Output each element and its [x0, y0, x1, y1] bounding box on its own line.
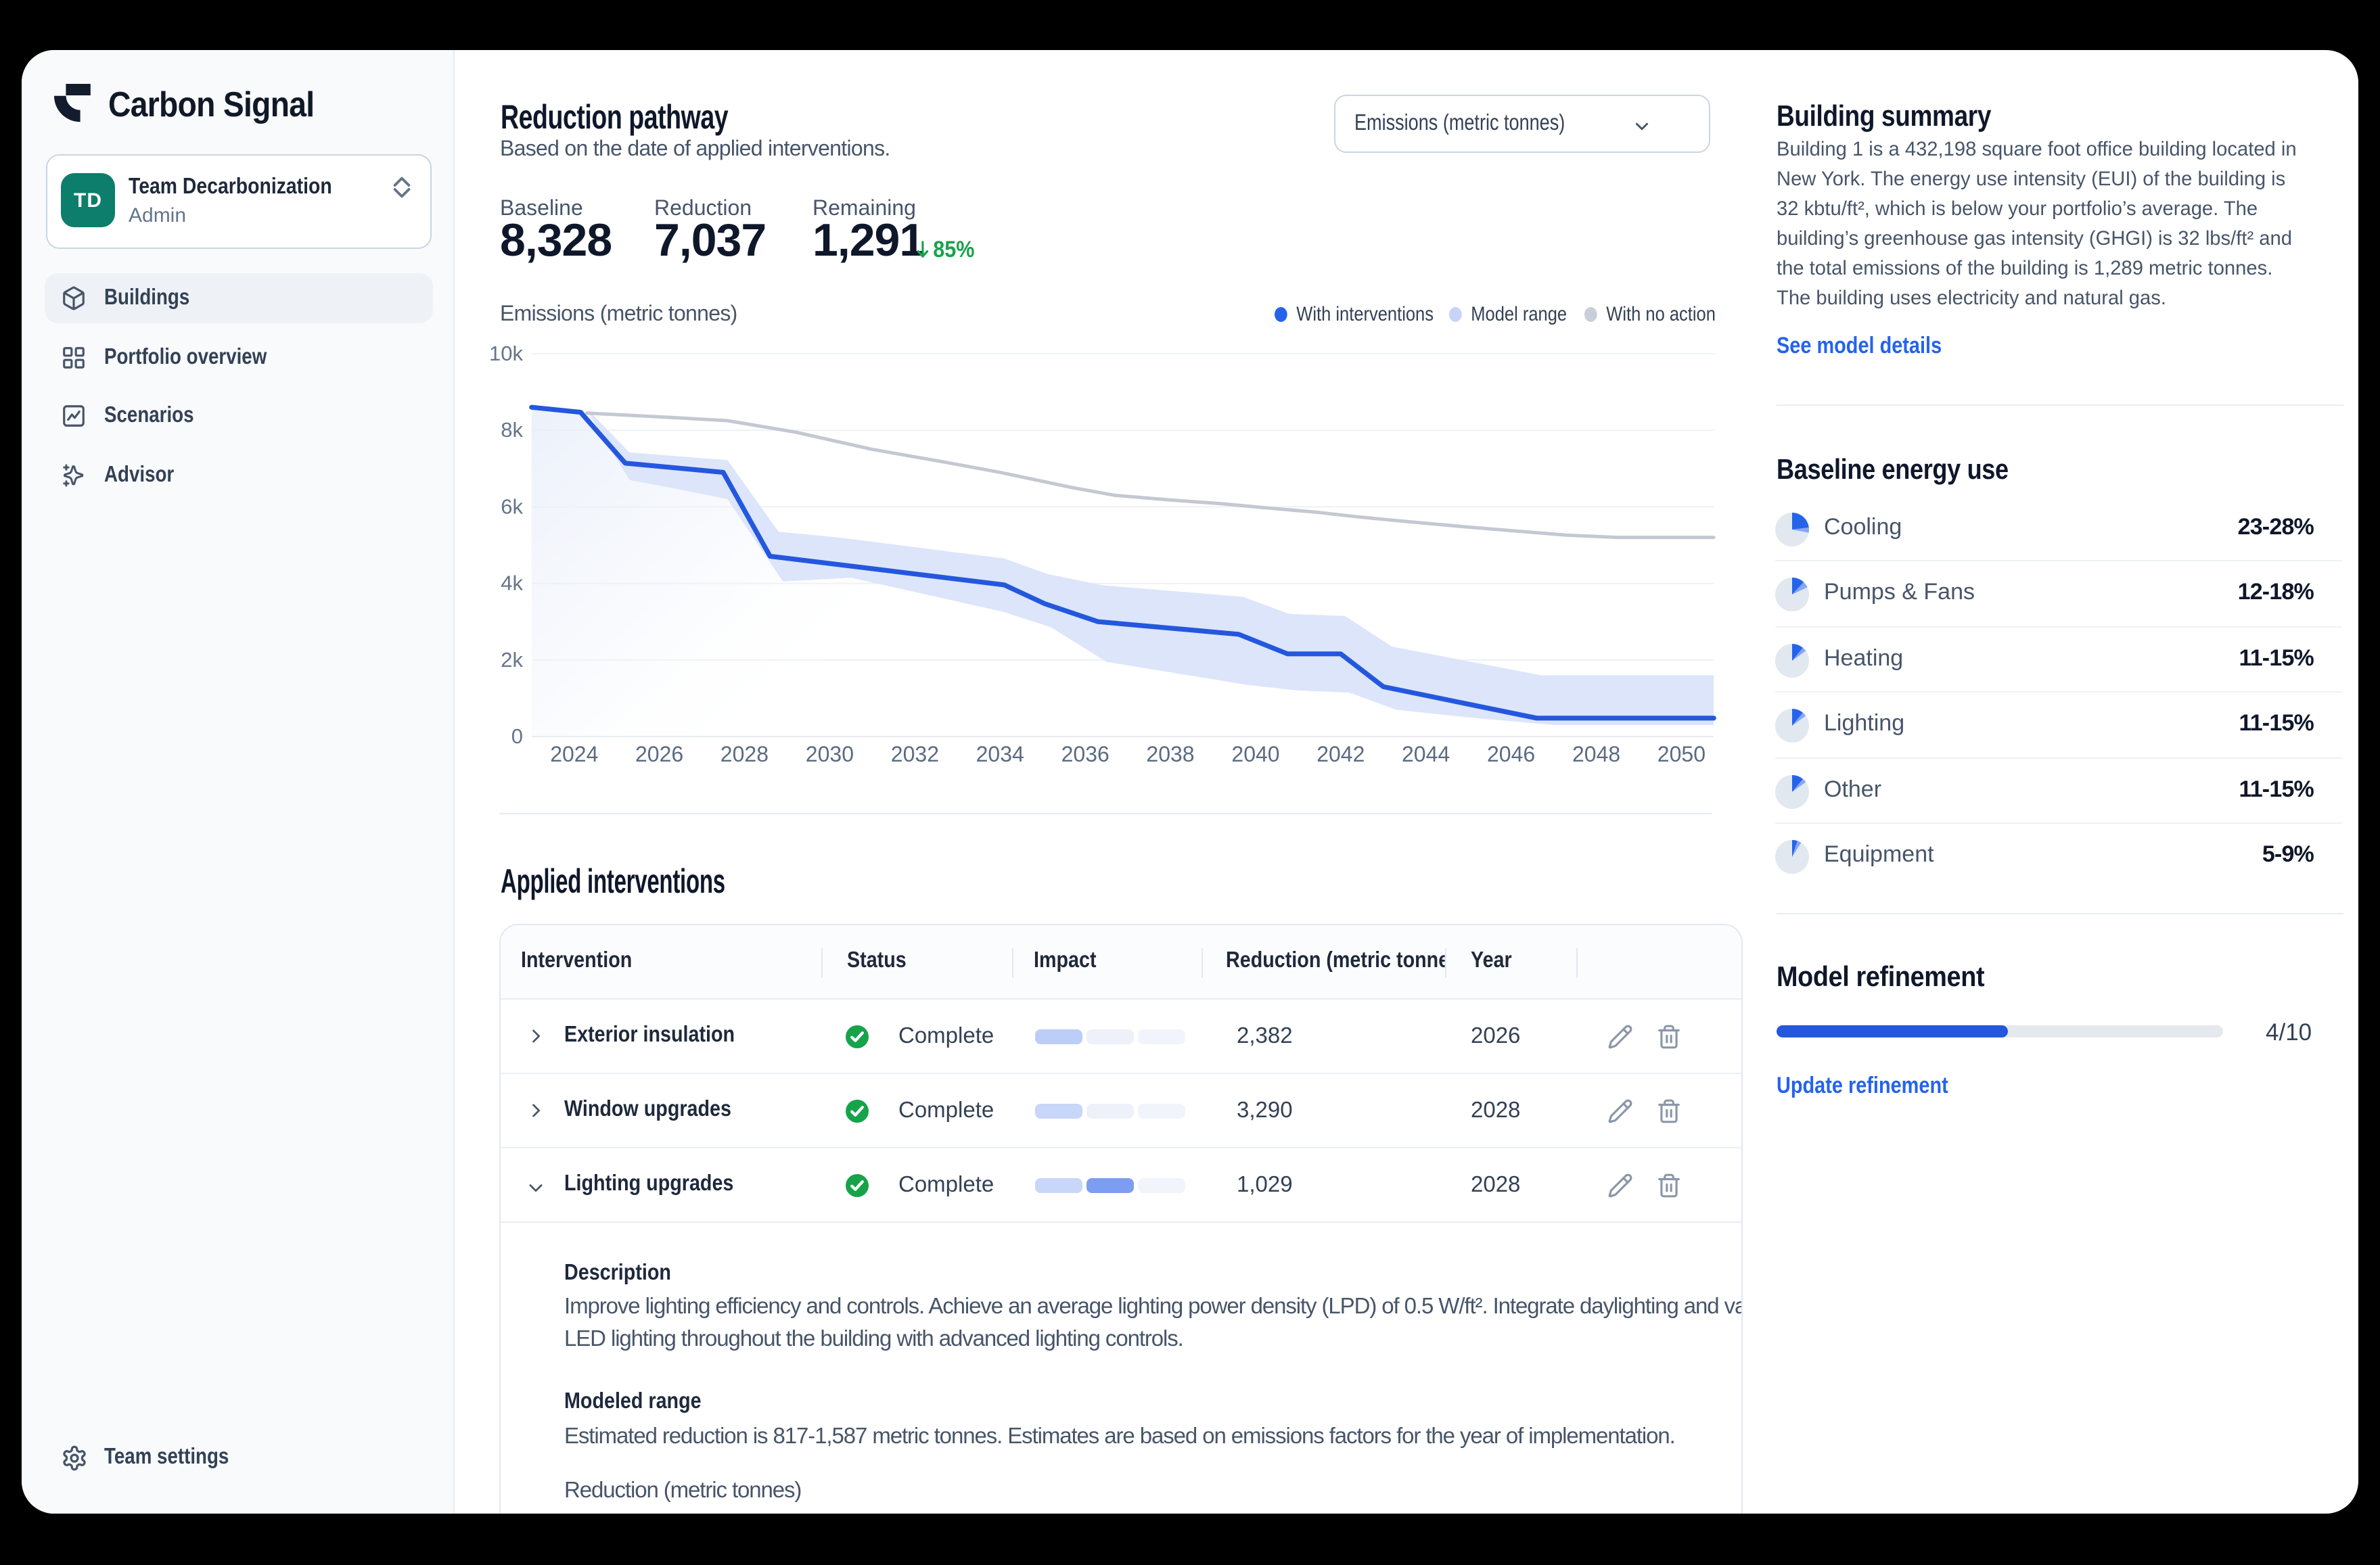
svg-text:10k: 10k [488, 342, 522, 365]
svg-text:6k: 6k [500, 494, 522, 518]
svg-text:2044: 2044 [1401, 742, 1449, 766]
svg-text:2024: 2024 [549, 742, 597, 766]
svg-text:4k: 4k [500, 571, 522, 595]
svg-text:2038: 2038 [1145, 742, 1193, 766]
svg-text:8k: 8k [500, 418, 522, 442]
svg-text:2032: 2032 [890, 742, 938, 766]
svg-text:2026: 2026 [635, 742, 683, 766]
svg-text:2046: 2046 [1486, 742, 1534, 766]
svg-text:2030: 2030 [805, 742, 853, 766]
svg-text:0: 0 [511, 724, 522, 748]
svg-text:2036: 2036 [1061, 742, 1109, 766]
svg-text:2k: 2k [500, 648, 522, 672]
svg-text:2034: 2034 [976, 742, 1024, 766]
svg-text:2042: 2042 [1316, 742, 1364, 766]
svg-text:2028: 2028 [720, 742, 768, 766]
svg-text:2048: 2048 [1572, 742, 1620, 766]
svg-text:2040: 2040 [1231, 742, 1279, 766]
svg-text:2050: 2050 [1657, 742, 1705, 766]
